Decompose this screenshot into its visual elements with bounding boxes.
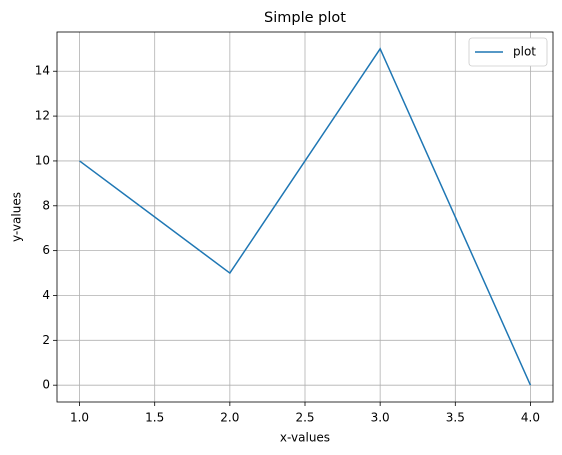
x-tick-label: 3.0 xyxy=(371,411,390,425)
y-tick-label: 12 xyxy=(35,109,50,123)
y-tick-label: 14 xyxy=(35,64,50,78)
line-series xyxy=(79,47,532,386)
x-tick-label: 4.0 xyxy=(521,411,540,425)
x-tick-label: 1.0 xyxy=(70,411,89,425)
y-tick-label: 6 xyxy=(42,243,50,257)
y-tick-label: 0 xyxy=(42,378,50,392)
x-tick-label: 2.5 xyxy=(295,411,314,425)
x-axis-label: x-values xyxy=(280,431,330,445)
y-tick-label: 4 xyxy=(42,288,50,302)
x-tick-label: 3.5 xyxy=(446,411,465,425)
legend-label: plot xyxy=(513,45,536,59)
y-tick-label: 10 xyxy=(35,153,50,167)
axes-frame xyxy=(56,31,554,403)
legend-box xyxy=(468,37,548,67)
x-tick-label: 1.5 xyxy=(145,411,164,425)
y-axis-label: y-values xyxy=(10,192,24,242)
y-tick-label: 2 xyxy=(42,333,50,347)
chart-title: Simple plot xyxy=(264,10,346,26)
legend: plot xyxy=(468,37,548,67)
x-tick-label: 2.0 xyxy=(220,411,239,425)
y-tick-label: 8 xyxy=(42,198,50,212)
